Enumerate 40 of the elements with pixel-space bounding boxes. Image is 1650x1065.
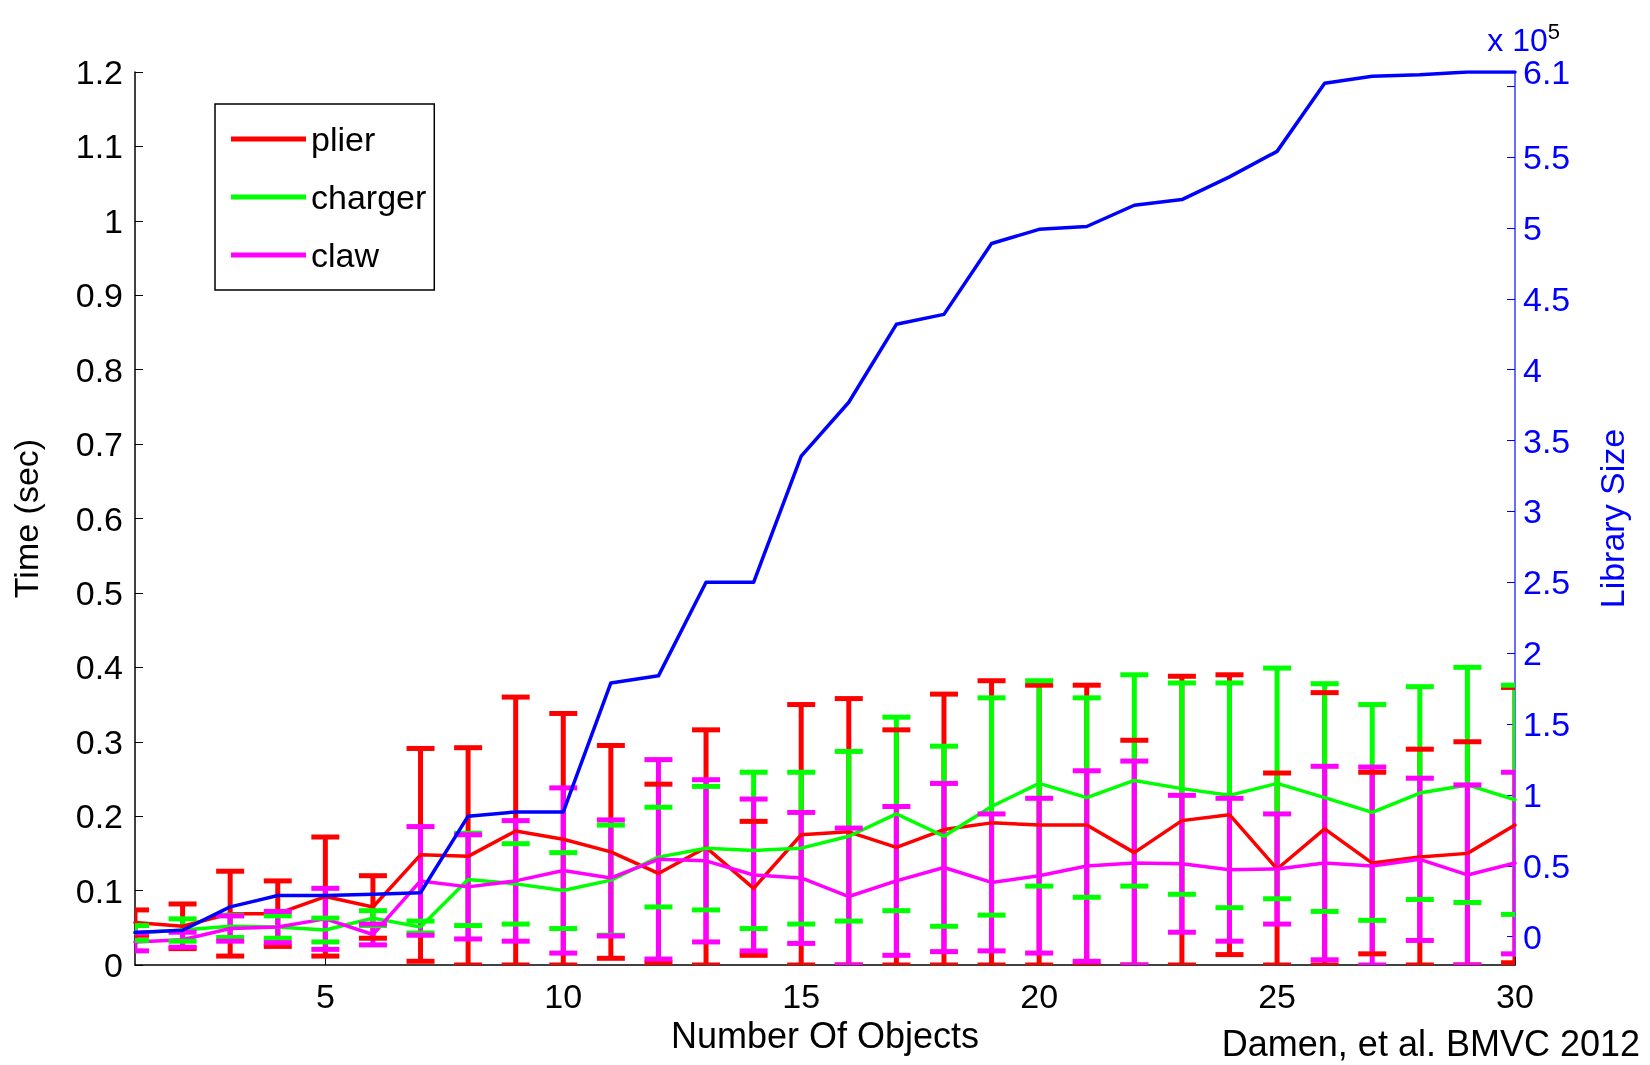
y2-tick-label: 5.5 <box>1523 138 1571 177</box>
y2-axis-title: Library Size <box>1593 428 1631 609</box>
y2-tick-label: 4 <box>1523 350 1542 389</box>
y2-tick-label: 3.5 <box>1523 421 1571 460</box>
x-tick-label: 15 <box>782 977 821 1015</box>
y-tick-label: 0.3 <box>75 722 123 761</box>
y-tick-label: 0.1 <box>75 871 123 910</box>
y2-tick-label: 3 <box>1523 492 1542 531</box>
y-tick-label: 0.5 <box>75 573 123 612</box>
y-tick-label: 1.1 <box>75 127 123 166</box>
text: Damen, et al. BMVC 2012 <box>1221 1022 1640 1064</box>
x-tick-label: 20 <box>1020 977 1059 1015</box>
y-tick-label: 0.4 <box>75 648 123 687</box>
y-tick-label: 0.7 <box>75 425 123 464</box>
y-tick-label: 0.8 <box>75 350 123 389</box>
legend-label: claw <box>311 236 380 274</box>
y2-tick-label: 2 <box>1523 634 1542 673</box>
x-axis-title: Number Of Objects <box>670 1015 980 1057</box>
y2-tick-label: 1 <box>1523 775 1542 814</box>
x-tick-label: 5 <box>315 977 335 1015</box>
line-series <box>133 70 1517 935</box>
y2-tick-label: 0 <box>1523 917 1542 956</box>
y2-tick-label: 6.1 <box>1523 53 1571 91</box>
x-tick-label: 25 <box>1258 977 1296 1015</box>
y2-tick-label: 1.5 <box>1523 705 1571 744</box>
x-tick-label: 10 <box>544 977 583 1015</box>
y-tick-label: 0 <box>104 946 123 984</box>
y2-tick-label: 2.5 <box>1523 563 1571 602</box>
y-tick-label: 0.2 <box>75 797 123 836</box>
legend-label: plier <box>311 120 376 158</box>
y-tick-label: 0.9 <box>75 276 123 315</box>
y-tick-label: 0.6 <box>75 499 123 538</box>
y-tick-label: 1.2 <box>75 53 123 91</box>
legend-label: charger <box>311 178 427 216</box>
y-tick-label: 1 <box>104 201 123 240</box>
y2-tick-label: 4.5 <box>1523 279 1571 318</box>
y2-tick-label: 5 <box>1523 208 1542 247</box>
x-tick-label: 30 <box>1496 977 1534 1015</box>
y2-tick-label: 0.5 <box>1523 846 1571 885</box>
y-axis-title: Time (sec) <box>7 438 45 599</box>
